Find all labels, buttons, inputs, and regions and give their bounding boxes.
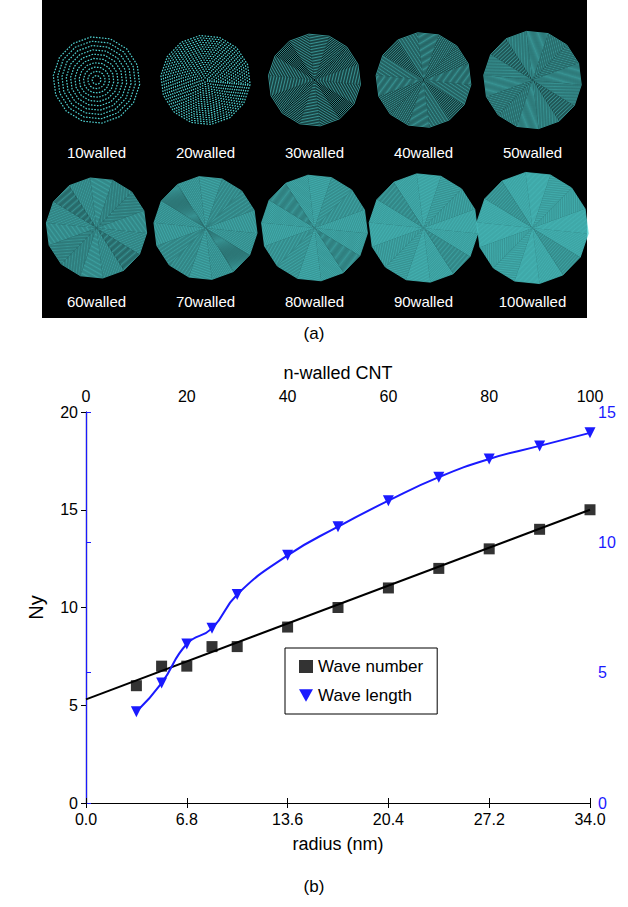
svg-text:0: 0 <box>82 388 91 405</box>
svg-text:40: 40 <box>279 388 297 405</box>
svg-text:5: 5 <box>598 664 607 681</box>
svg-text:60: 60 <box>380 388 398 405</box>
svg-text:80: 80 <box>480 388 498 405</box>
svg-text:15: 15 <box>598 404 616 421</box>
svg-text:27.2: 27.2 <box>474 811 505 828</box>
svg-text:15: 15 <box>60 501 78 518</box>
svg-text:20.4: 20.4 <box>373 811 404 828</box>
svg-text:30walled: 30walled <box>285 144 344 161</box>
svg-text:100: 100 <box>577 388 604 405</box>
svg-text:40walled: 40walled <box>394 144 453 161</box>
svg-text:Wave length: Wave length <box>318 686 412 705</box>
svg-text:20: 20 <box>60 404 78 421</box>
svg-text:0: 0 <box>598 795 607 812</box>
svg-text:Wave number: Wave number <box>318 657 424 676</box>
svg-text:100walled: 100walled <box>499 293 567 310</box>
svg-text:13.6: 13.6 <box>272 811 303 828</box>
svg-text:34.0: 34.0 <box>574 811 605 828</box>
svg-text:20: 20 <box>178 388 196 405</box>
svg-text:10: 10 <box>60 599 78 616</box>
html-text:(b): (b) <box>303 877 325 896</box>
svg-text:6.8: 6.8 <box>176 811 198 828</box>
svg-text:90walled: 90walled <box>394 293 453 310</box>
html-text:(a): (a) <box>303 324 325 343</box>
svg-text:n-walled CNT: n-walled CNT <box>283 363 392 383</box>
svg-text:60walled: 60walled <box>67 293 126 310</box>
svg-text:10: 10 <box>598 534 616 551</box>
svg-text:10walled: 10walled <box>67 144 126 161</box>
svg-text:5: 5 <box>69 697 78 714</box>
svg-text:Ny: Ny <box>25 595 47 619</box>
svg-text:20walled: 20walled <box>176 144 235 161</box>
svg-text:70walled: 70walled <box>176 293 235 310</box>
svg-text:0.0: 0.0 <box>75 811 97 828</box>
svg-text:0: 0 <box>69 795 78 812</box>
svg-text:radius (nm): radius (nm) <box>292 834 383 854</box>
svg-text:80walled: 80walled <box>285 293 344 310</box>
svg-text:50walled: 50walled <box>503 144 562 161</box>
